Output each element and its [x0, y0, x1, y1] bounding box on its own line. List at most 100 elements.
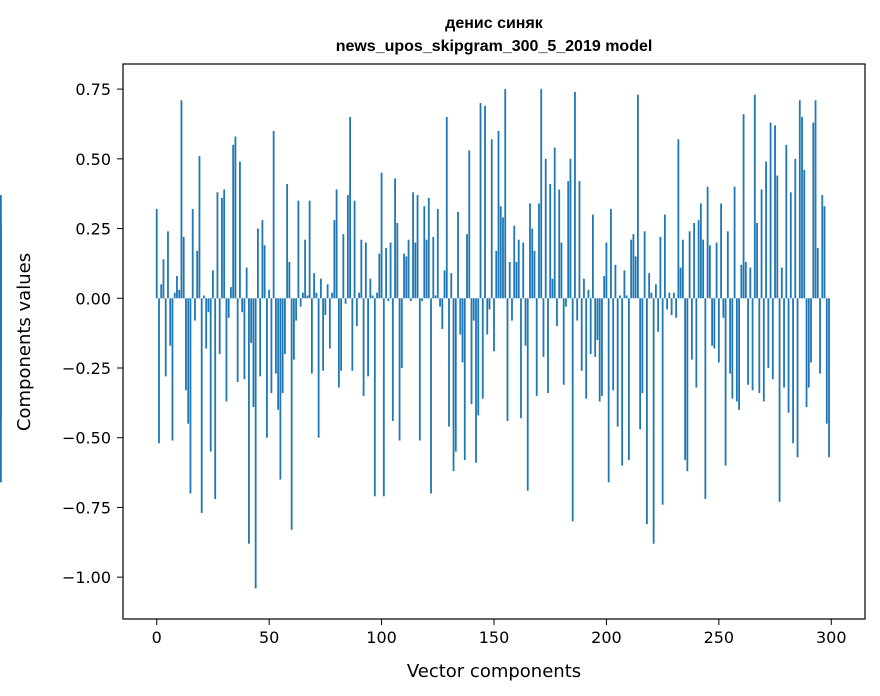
bar — [621, 298, 624, 466]
bar — [765, 161, 767, 299]
bar — [589, 298, 592, 355]
bar — [798, 100, 801, 299]
bar — [526, 298, 529, 491]
bar — [652, 298, 655, 544]
bar — [360, 239, 363, 299]
bar — [814, 100, 817, 299]
bar — [380, 172, 383, 299]
y-tick-label: −0.25 — [62, 359, 111, 378]
bar — [583, 278, 585, 299]
bar — [263, 245, 266, 299]
bar — [598, 298, 601, 402]
bar — [722, 298, 725, 318]
bar — [493, 298, 495, 352]
chart-title: денис синяк — [445, 15, 544, 32]
x-axis: 0 50 100 150 200 250 300 — [152, 619, 847, 647]
bar — [425, 239, 428, 299]
bar — [407, 239, 410, 299]
bar — [769, 122, 772, 299]
bar — [542, 298, 545, 357]
bar — [580, 298, 583, 371]
bar — [661, 298, 664, 505]
bar — [344, 298, 347, 304]
bar-series — [0, 89, 830, 589]
bar — [283, 298, 286, 355]
bar — [693, 222, 696, 299]
bar — [436, 209, 439, 299]
y-tick-label: −0.75 — [62, 498, 111, 517]
x-tick-label: 100 — [366, 628, 397, 647]
bar — [441, 298, 444, 329]
bar — [225, 298, 228, 402]
bar — [587, 289, 590, 299]
bar — [468, 150, 471, 299]
bar — [733, 186, 736, 299]
bar — [726, 231, 729, 299]
bar — [508, 262, 511, 299]
bar — [180, 100, 183, 299]
bar — [625, 295, 628, 299]
y-tick-label: 0.50 — [75, 150, 111, 169]
bar — [292, 298, 295, 360]
bar — [578, 181, 581, 299]
y-tick-label: 0.00 — [75, 289, 111, 308]
bar — [0, 195, 2, 299]
x-tick-label: 50 — [259, 628, 279, 647]
bar — [688, 231, 691, 299]
bar — [704, 298, 707, 500]
bar — [178, 289, 181, 299]
bar — [257, 228, 259, 299]
bar — [466, 234, 468, 299]
bar — [657, 298, 660, 332]
x-tick-label: 200 — [591, 628, 622, 647]
bar — [342, 234, 345, 299]
bar — [427, 197, 430, 299]
bar — [805, 298, 808, 408]
bar — [382, 298, 385, 497]
bar — [326, 284, 329, 299]
bar — [250, 298, 253, 343]
bar — [459, 298, 462, 335]
bar — [574, 91, 576, 299]
bar — [470, 298, 473, 405]
bar — [355, 298, 358, 327]
bar — [200, 298, 203, 514]
bar — [391, 298, 394, 421]
bar — [448, 298, 450, 427]
bar — [317, 298, 320, 438]
bar — [405, 256, 408, 299]
bar — [308, 200, 311, 299]
bar — [176, 275, 178, 299]
bar — [279, 298, 282, 480]
bar — [821, 195, 824, 299]
bar — [637, 94, 639, 299]
bar — [776, 175, 779, 299]
bar — [369, 278, 372, 299]
bar — [445, 116, 448, 299]
bar — [349, 116, 351, 299]
bar — [511, 298, 513, 321]
bar — [490, 139, 493, 299]
bar — [603, 275, 606, 299]
bar — [767, 298, 770, 368]
bar — [412, 192, 414, 299]
bar — [243, 298, 246, 380]
bar — [203, 295, 205, 299]
bar — [286, 183, 289, 299]
bar — [297, 200, 300, 299]
bar — [825, 298, 828, 424]
bar — [540, 89, 543, 299]
bar — [306, 295, 309, 299]
bar — [322, 298, 325, 371]
bar — [371, 295, 374, 299]
bar — [324, 298, 327, 315]
bar — [443, 270, 446, 299]
bar — [207, 298, 210, 313]
bar — [812, 122, 815, 299]
bar — [328, 298, 331, 349]
bar — [517, 239, 520, 299]
bar — [245, 267, 248, 299]
bar — [672, 292, 675, 299]
bar — [421, 298, 423, 302]
